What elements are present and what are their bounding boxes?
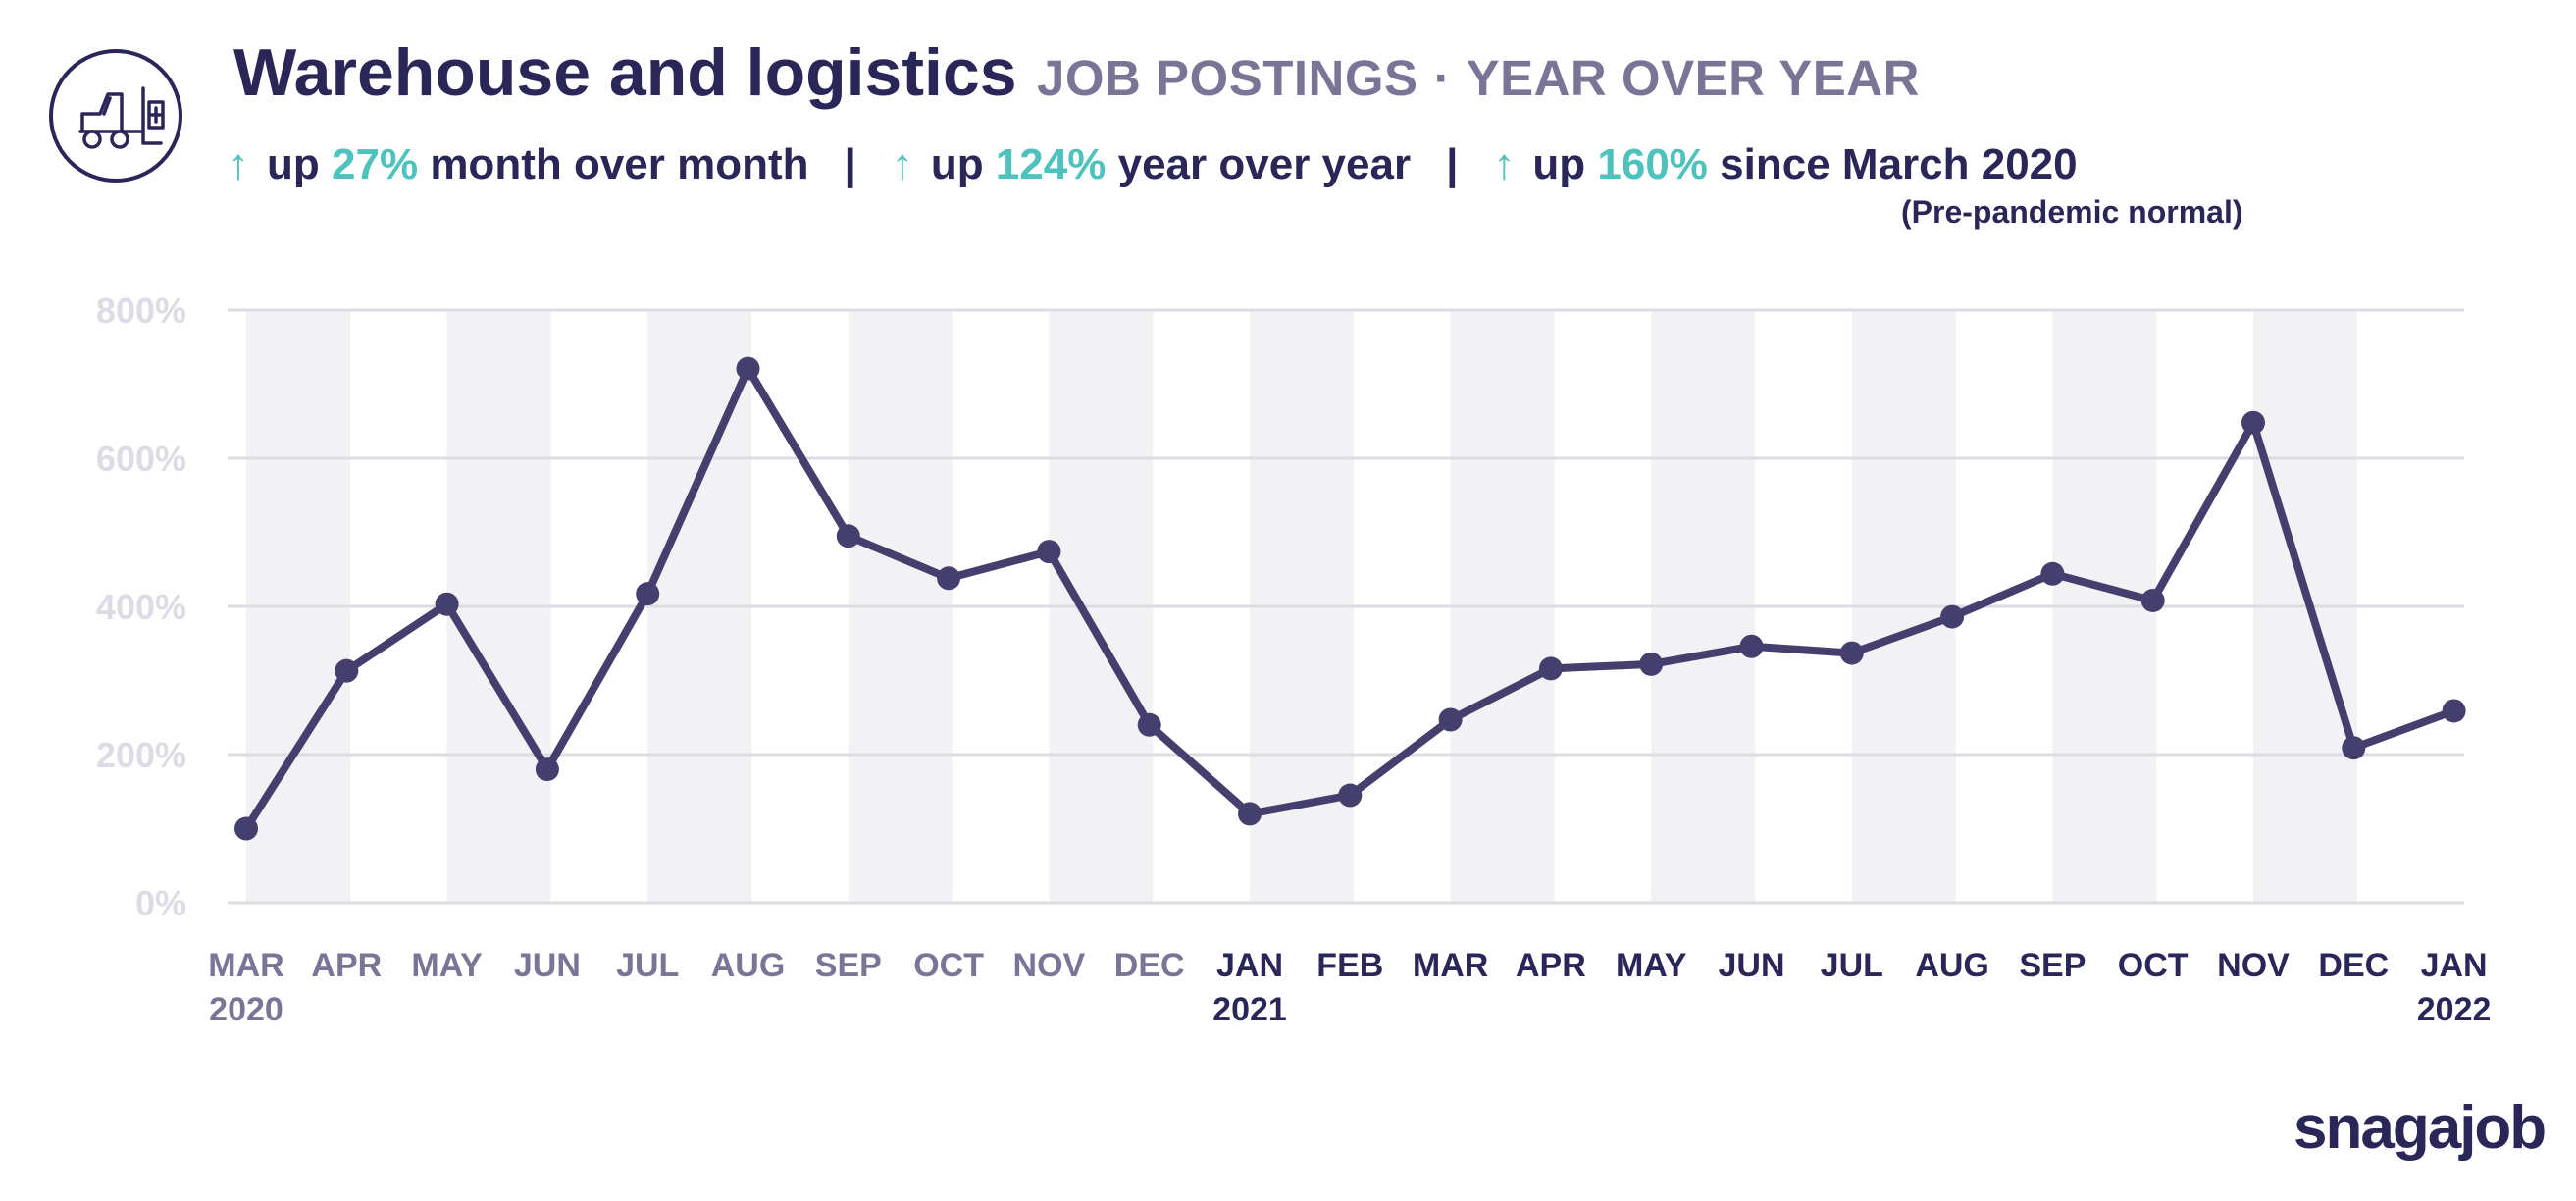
- logo-badge: [49, 49, 182, 183]
- data-point: [1438, 707, 1463, 732]
- x-tick-label: JAN: [2421, 947, 2488, 984]
- x-tick-label: MAY: [411, 947, 483, 984]
- data-point: [535, 757, 559, 782]
- x-year-label: 2022: [2417, 991, 2492, 1028]
- title-subtitle-yoy: YEAR OVER YEAR: [1466, 50, 1920, 106]
- data-point: [736, 356, 760, 381]
- x-tick-label: JUN: [514, 947, 581, 984]
- x-tick-label: OCT: [913, 947, 984, 984]
- data-point: [2241, 410, 2265, 435]
- stat-note: (Pre-pandemic normal): [1901, 194, 2243, 230]
- y-axis-ticks: 0% 200% 400% 600% 800%: [96, 290, 186, 923]
- title-separator: ·: [1433, 50, 1451, 106]
- x-tick-label: OCT: [2118, 947, 2189, 984]
- arrow-up-icon: ↑: [891, 140, 913, 188]
- x-tick-label: JUL: [616, 947, 679, 984]
- x-year-label: 2021: [1212, 991, 1287, 1028]
- stat-since-march-2020: ↑ up 160% since March 2020: [1493, 139, 2077, 191]
- stats-row: ↑ up 27% month over month | ↑ up 124% year…: [228, 139, 2078, 191]
- x-tick-label: APR: [1516, 947, 1586, 984]
- x-tick-label: SEP: [815, 947, 882, 984]
- data-point: [636, 582, 660, 606]
- arrow-up-icon: ↑: [1493, 140, 1516, 188]
- y-tick-label: 400%: [96, 587, 186, 627]
- x-tick-label: AUG: [1915, 947, 1989, 984]
- x-tick-label: NOV: [1013, 947, 1086, 984]
- data-point: [1137, 712, 1161, 737]
- stat-divider: |: [1446, 140, 1459, 188]
- data-point: [435, 592, 459, 616]
- x-tick-label: MAR: [1413, 947, 1488, 984]
- data-point: [234, 816, 258, 841]
- data-point: [2140, 588, 2165, 612]
- x-tick-label: MAY: [1616, 947, 1687, 984]
- data-point: [1639, 652, 1664, 676]
- brand-logo: snagajob: [2293, 1094, 2547, 1162]
- data-point: [2040, 561, 2065, 586]
- title-subtitle-postings: JOB POSTINGS: [1037, 50, 1418, 106]
- data-point: [1037, 540, 1061, 564]
- data-point: [2442, 699, 2466, 723]
- data-point: [1338, 783, 1363, 808]
- arrow-up-icon: ↑: [228, 140, 249, 188]
- data-point: [2342, 736, 2366, 760]
- data-point: [1538, 656, 1563, 681]
- x-tick-label: APR: [311, 947, 382, 984]
- x-tick-label: AUG: [711, 947, 786, 984]
- stat-prefix: up: [1532, 140, 1586, 188]
- stat-value: 160%: [1597, 140, 1708, 188]
- chart-title: Warehouse and logistics JOB POSTINGS · YEA…: [233, 33, 1920, 114]
- data-point: [1839, 641, 1864, 665]
- x-tick-label: NOV: [2217, 947, 2290, 984]
- stat-suffix: month over month: [430, 140, 809, 188]
- x-tick-label: SEP: [2019, 947, 2086, 984]
- stat-month-over-month: ↑ up 27% month over month: [228, 139, 809, 191]
- y-tick-label: 600%: [96, 439, 186, 479]
- data-point: [937, 566, 961, 591]
- data-point: [335, 658, 359, 683]
- y-tick-label: 800%: [96, 290, 186, 331]
- data-point: [1940, 604, 1965, 629]
- x-axis-ticks: MAR 2020 APR MAY JUN JUL AUG SEP OCT NOV DEC JAN 202…: [208, 947, 2491, 1028]
- x-tick-label: FEB: [1316, 947, 1383, 984]
- x-tick-label: DEC: [2318, 947, 2389, 984]
- data-point: [1739, 634, 1764, 658]
- y-tick-label: 0%: [135, 883, 186, 923]
- title-main: Warehouse and logistics: [233, 35, 1017, 110]
- series-points: [234, 356, 2466, 841]
- stat-value: 27%: [332, 140, 419, 188]
- stat-prefix: up: [930, 140, 984, 188]
- forklift-icon: [78, 86, 165, 149]
- x-tick-label: DEC: [1114, 947, 1185, 984]
- stat-suffix: since March 2020: [1720, 140, 2078, 188]
- stat-divider: |: [844, 140, 856, 188]
- stat-prefix: up: [267, 140, 320, 188]
- stat-value: 124%: [995, 140, 1107, 188]
- y-tick-label: 200%: [96, 735, 186, 775]
- x-year-label: 2020: [209, 991, 283, 1028]
- x-tick-label: JUN: [1718, 947, 1784, 984]
- stat-year-over-year: ↑ up 124% year over year: [892, 139, 1411, 191]
- gridlines: [228, 308, 2464, 905]
- x-tick-label: MAR: [208, 947, 283, 984]
- data-point: [1238, 802, 1262, 826]
- x-tick-label: JAN: [1216, 947, 1283, 984]
- x-tick-label: JUL: [1821, 947, 1883, 984]
- stat-suffix: year over year: [1117, 140, 1412, 188]
- data-point: [836, 524, 860, 548]
